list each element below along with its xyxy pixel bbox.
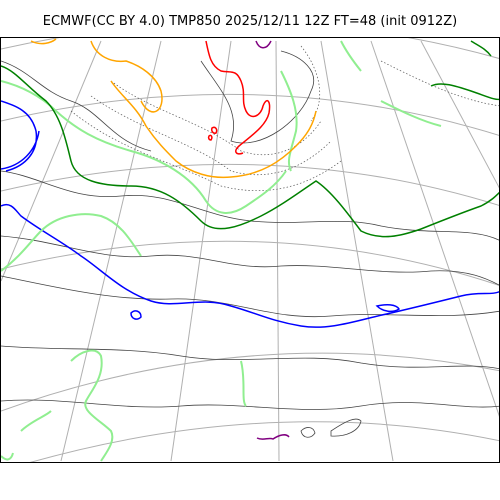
- latitude-line: [1, 240, 499, 286]
- isotherm: [207, 134, 213, 141]
- isotherm: [1, 60, 152, 152]
- isotherm: [110, 80, 317, 179]
- isotherm: [1, 452, 14, 461]
- isotherm: [256, 434, 290, 440]
- meridian-line: [420, 40, 499, 189]
- contours-cool: [1, 40, 442, 462]
- isotherm: [70, 349, 114, 462]
- map-panel: [0, 37, 500, 463]
- isotherm: [430, 83, 499, 101]
- isotherm: [1, 235, 499, 286]
- latitude-lines: [1, 38, 499, 462]
- isotherm: [240, 360, 247, 407]
- isotherm: [1, 345, 499, 370]
- contours-mild: [1, 40, 499, 238]
- meridian-line: [320, 40, 394, 462]
- isotherm: [300, 45, 321, 122]
- contours-hot: [205, 40, 271, 155]
- meridian-line: [170, 40, 232, 462]
- isotherm: [300, 427, 316, 438]
- isotherm: [380, 60, 499, 107]
- isotherm: [330, 418, 362, 437]
- isotherm: [30, 38, 57, 45]
- contours-very-cold: [255, 40, 290, 440]
- isotherm: [1, 213, 142, 272]
- map-canvas: [1, 38, 499, 462]
- contours-warm: [30, 38, 317, 179]
- latitude-line: [1, 163, 499, 206]
- minor-isotherms: [1, 50, 499, 438]
- isotherm: [110, 80, 322, 155]
- isotherm: [200, 50, 314, 144]
- isotherm: [70, 110, 342, 191]
- isotherm: [375, 304, 401, 313]
- isotherm: [1, 100, 40, 172]
- isotherm: [1, 275, 499, 318]
- map-title: ECMWF(CC BY 4.0) TMP850 2025/12/11 12Z F…: [42, 14, 458, 29]
- isotherm: [380, 100, 442, 127]
- isotherm: [1, 204, 499, 328]
- latitude-line: [1, 38, 499, 59]
- meridian-line: [275, 40, 280, 462]
- isotherm: [205, 40, 271, 155]
- isotherm: [1, 170, 499, 241]
- isotherm: [90, 95, 332, 176]
- isotherm: [280, 70, 298, 172]
- contours-cold: [1, 100, 499, 328]
- isotherm: [470, 40, 492, 57]
- isotherm: [130, 310, 142, 320]
- meridian-line: [60, 40, 162, 462]
- isotherm: [340, 40, 362, 72]
- isotherm: [90, 40, 163, 113]
- latitude-line: [1, 352, 499, 412]
- isotherm: [1, 65, 499, 238]
- meridian-line: [1, 40, 102, 282]
- isotherm: [255, 40, 272, 49]
- latitude-line: [1, 93, 499, 136]
- meridian-lines: [1, 40, 499, 462]
- latitude-line: [29, 421, 499, 462]
- isotherm: [211, 126, 218, 134]
- isotherm: [1, 399, 499, 410]
- isotherm: [20, 410, 52, 432]
